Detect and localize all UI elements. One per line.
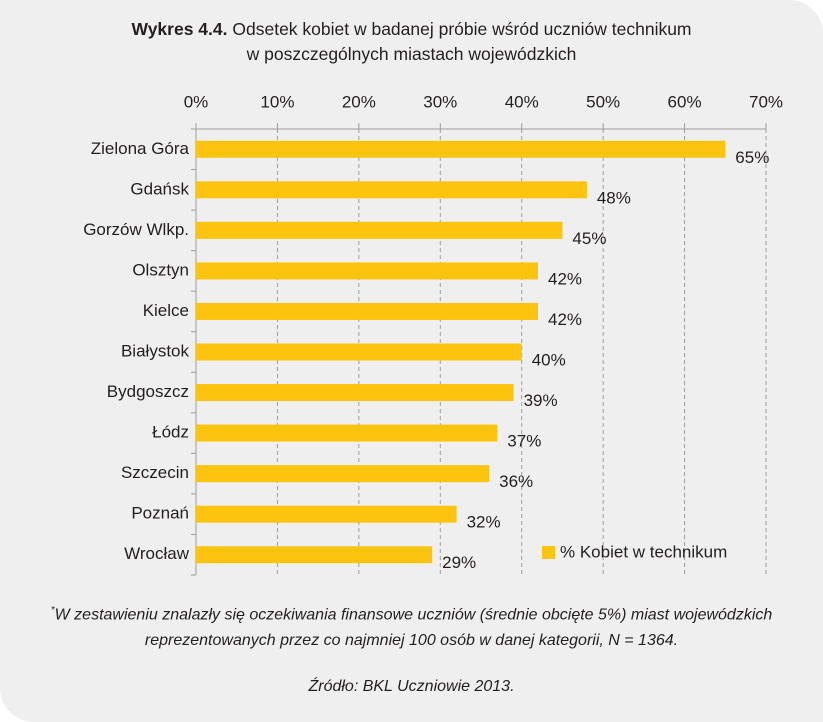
y-tick-label: Łódz — [152, 423, 189, 442]
value-label: 36% — [499, 472, 533, 491]
footnote-marker: * — [50, 605, 55, 616]
x-tick-label: 10% — [260, 92, 294, 111]
value-label: 42% — [548, 310, 582, 329]
x-tick-label: 20% — [342, 92, 376, 111]
x-tick-label: 30% — [423, 92, 457, 111]
title-text: Odsetek kobiet w badanej próbie wśród uc… — [232, 19, 692, 64]
source: Źródło: BKL Uczniowie 2013. — [308, 678, 515, 695]
x-tick-label: 0% — [184, 92, 209, 111]
bar — [196, 302, 538, 320]
legend-label: % Kobiet w technikum — [560, 542, 727, 561]
y-tick-label: Białystok — [121, 341, 190, 360]
y-tick-label: Kielce — [143, 301, 189, 320]
y-tick-label: Olsztyn — [132, 260, 189, 279]
bar — [196, 384, 514, 402]
bar — [196, 505, 457, 523]
value-label: 29% — [442, 553, 476, 572]
value-label: 42% — [548, 269, 582, 288]
y-tick-label: Zielona Góra — [91, 139, 190, 158]
y-tick-label: Szczecin — [121, 463, 189, 482]
y-tick-label: Wrocław — [124, 544, 190, 563]
chart: 0% 10% 20% 30% 40% 50% 60% 70% Zielona Góra 65% Gd… — [83, 92, 783, 576]
bar — [196, 262, 538, 280]
y-tick-label: Gorzów Wlkp. — [83, 220, 189, 239]
legend-swatch — [542, 546, 555, 559]
x-tick-label: 40% — [505, 92, 539, 111]
chart-title: Wykres 4.4. Odsetek kobiet w badanej pró… — [0, 17, 823, 67]
x-tick-label: 70% — [749, 92, 783, 111]
value-label: 32% — [467, 513, 501, 532]
x-tick-label: 60% — [668, 92, 702, 111]
bar — [196, 140, 726, 158]
value-label: 39% — [524, 391, 558, 410]
value-label: 45% — [572, 229, 606, 248]
y-tick-label: Poznań — [131, 504, 189, 523]
title-number: Wykres 4.4. — [131, 19, 228, 39]
bar — [196, 343, 522, 361]
y-tick-label: Bydgoszcz — [107, 382, 189, 401]
footnote: *W zestawieniu znalazły się oczekiwania … — [20, 598, 803, 654]
x-tick-label: 50% — [586, 92, 620, 111]
bar — [196, 465, 490, 483]
bar — [196, 546, 433, 564]
bar — [196, 424, 498, 442]
value-label: 37% — [507, 432, 541, 451]
bar — [196, 221, 563, 239]
value-label: 48% — [597, 188, 631, 207]
footnote-text: W zestawieniu znalazły się oczekiwania f… — [54, 606, 773, 650]
bar — [196, 181, 587, 199]
y-tick-label: Gdańsk — [130, 179, 189, 198]
value-label: 40% — [532, 350, 566, 369]
value-label: 65% — [735, 148, 769, 167]
